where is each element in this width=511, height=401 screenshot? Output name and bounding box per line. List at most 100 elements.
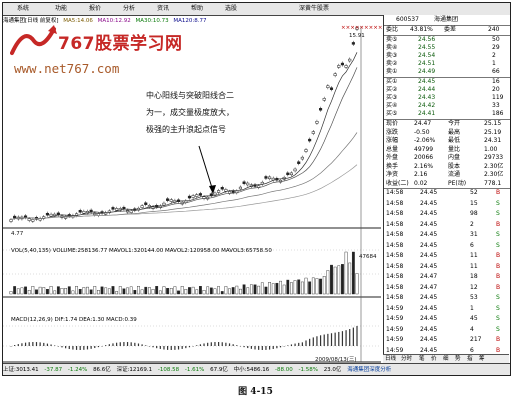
volume-bar: [282, 284, 286, 295]
candle-body: [238, 186, 243, 190]
logo-text: 767股票学习网: [58, 34, 183, 54]
volume-bar: [46, 289, 49, 295]
menu-bar: 系统 功能 报价 分析 资讯 帮助 选股 深黄牛股票: [3, 3, 510, 16]
volume-bar: [275, 282, 279, 295]
macd-bar: [287, 345, 289, 346]
volume-bar: [16, 288, 20, 295]
candle-body: [213, 192, 217, 196]
tab-tick[interactable]: 笔: [419, 356, 425, 362]
macd-bar: [203, 343, 205, 346]
tab-intraday[interactable]: 分时: [401, 356, 413, 362]
menu-item-analysis[interactable]: 分析: [123, 5, 136, 12]
volume-bar: [206, 286, 210, 295]
macd-bar: [101, 346, 103, 347]
menu-item-info[interactable]: 资讯: [157, 5, 170, 12]
kline-chart-area[interactable]: 15.91 ××××××××× 4.77 VOL(5,40,135) VOLUM…: [3, 25, 382, 375]
volume-bar: [71, 290, 75, 295]
macd-bar: [349, 329, 351, 346]
macd-bar: [196, 345, 198, 346]
volume-bar: [235, 285, 239, 295]
tab-price[interactable]: 价: [431, 356, 437, 362]
candle-body: [144, 202, 148, 205]
tab-chips[interactable]: 筹: [479, 356, 485, 362]
macd-bar: [86, 346, 89, 350]
volume-bar: [56, 286, 60, 295]
volume-bar: [249, 284, 253, 295]
macd-bar: [356, 325, 358, 346]
menu-item-function[interactable]: 功能: [55, 5, 68, 12]
volume-bar: [24, 286, 27, 295]
ma5-line: [10, 52, 358, 220]
trade-tick-row: 14:58 24.45 31 S: [386, 231, 500, 238]
volume-bar: [300, 281, 304, 295]
macd-bar: [265, 346, 267, 350]
moving-average-lines: [10, 52, 358, 220]
menu-item-system[interactable]: 系统: [17, 5, 30, 12]
volume-bar: [129, 286, 133, 295]
macd-bars: [10, 325, 358, 350]
macd-bar: [119, 342, 121, 346]
macd-bar: [338, 331, 340, 346]
menu-item-quote[interactable]: 报价: [89, 5, 102, 12]
volume-bar: [202, 290, 206, 295]
menu-item-help[interactable]: 帮助: [191, 5, 204, 12]
volume-bar: [13, 286, 17, 295]
tab-trend[interactable]: 势: [455, 356, 461, 362]
volume-bar: [188, 287, 191, 295]
buy-order-row: 买① 24.45 16: [386, 78, 500, 85]
macd-bar: [148, 346, 150, 347]
candle-body: [326, 85, 330, 88]
volume-bar: [173, 286, 177, 295]
volume-bar: [53, 290, 57, 295]
macd-bar: [210, 342, 212, 346]
candle-body: [31, 219, 35, 222]
volume-bar: [315, 278, 319, 295]
candle-body: [311, 131, 315, 134]
volume-bar: [279, 280, 282, 295]
macd-bar: [17, 344, 19, 346]
low-price-label: 4.77: [11, 231, 24, 237]
annotation-arrowhead: [209, 185, 216, 194]
volume-bar: [239, 288, 242, 295]
tab-index[interactable]: 指: [467, 356, 473, 362]
ma5-value: MA5:14.06: [63, 18, 93, 24]
candle-body: [322, 98, 326, 101]
trade-tick-row: 14:58 24.45 11 B: [386, 252, 501, 259]
macd-bar: [57, 346, 59, 347]
tab-detail[interactable]: 细: [443, 356, 449, 362]
volume-bar: [224, 286, 228, 295]
volume-bar: [290, 282, 293, 295]
volume-bar: [286, 279, 290, 295]
volume-bar: [355, 273, 359, 295]
macd-bar: [35, 342, 38, 346]
menu-item-select[interactable]: 选股: [225, 5, 238, 12]
volume-title: VOL(5,40,135) VOLUME:258136.77 MAVOL1:32…: [11, 248, 272, 254]
stock-code: 600537: [396, 16, 419, 23]
macd-bar: [152, 346, 154, 348]
volume-bar: [242, 284, 246, 295]
volume-bar: [100, 286, 104, 295]
candle-body: [308, 138, 312, 142]
candle-body: [315, 121, 319, 124]
volume-bar: [75, 286, 78, 295]
status-ticker-label[interactable]: 海通集团深度分析: [347, 367, 392, 373]
trade-tick-row: 14:59 24.45 45 S: [386, 315, 500, 322]
volume-bars: [9, 251, 359, 295]
volume-bar: [89, 289, 93, 295]
macd-bar: [43, 342, 45, 346]
volume-bar: [137, 286, 140, 295]
candle-body: [231, 190, 235, 193]
macd-bar: [105, 345, 107, 346]
macd-bar: [345, 330, 347, 346]
tab-daily[interactable]: 日线: [385, 356, 397, 362]
trade-tick-row: 14:58 24.45 98 S: [386, 210, 500, 217]
macd-bar: [68, 346, 70, 350]
quote-panel: 600537 海通集团 委比 43.81% 委差 240 卖⑤ 24.56 50 卖④…: [383, 15, 510, 375]
high-price-label: 15.91: [349, 33, 365, 39]
volume-bar: [330, 264, 333, 295]
macd-bar: [214, 342, 216, 346]
macd-bar: [327, 333, 329, 346]
volume-bar: [217, 286, 220, 295]
ma120-line: [10, 164, 358, 220]
candle-body: [351, 42, 355, 45]
